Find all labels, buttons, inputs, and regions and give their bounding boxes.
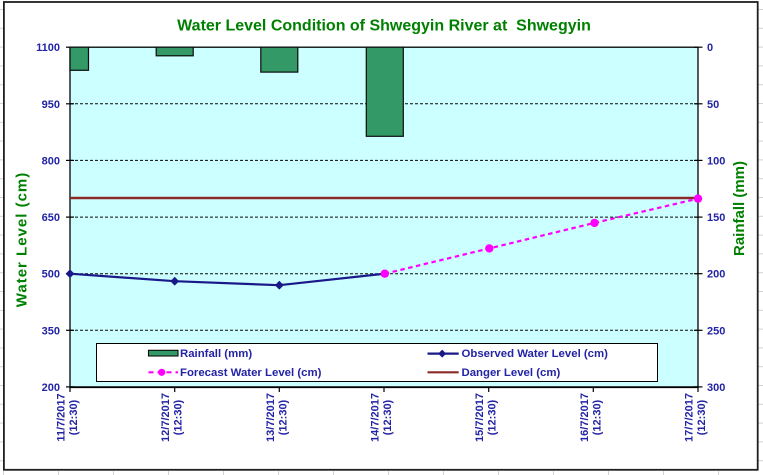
svg-text:650: 650 xyxy=(42,212,60,224)
svg-text:0: 0 xyxy=(707,42,713,54)
svg-text:800: 800 xyxy=(42,155,60,167)
svg-text:300: 300 xyxy=(707,382,725,394)
svg-text:13/7/2017: 13/7/2017 xyxy=(265,393,277,442)
svg-text:500: 500 xyxy=(42,269,60,281)
svg-text:950: 950 xyxy=(42,99,60,111)
svg-text:Water Level (cm): Water Level (cm) xyxy=(14,172,31,307)
svg-text:250: 250 xyxy=(707,325,725,337)
svg-text:17/7/2017: 17/7/2017 xyxy=(684,393,696,442)
svg-text:(12:30): (12:30) xyxy=(591,399,603,435)
svg-text:50: 50 xyxy=(707,99,719,111)
svg-text:1100: 1100 xyxy=(36,42,60,54)
svg-text:11/7/2017: 11/7/2017 xyxy=(56,393,68,441)
svg-text:Observed Water Level (cm): Observed Water Level (cm) xyxy=(462,348,609,360)
svg-text:200: 200 xyxy=(42,382,60,394)
svg-text:14/7/2017: 14/7/2017 xyxy=(370,393,382,442)
svg-text:150: 150 xyxy=(707,212,725,224)
svg-text:100: 100 xyxy=(707,155,725,167)
svg-text:(12:30): (12:30) xyxy=(277,399,289,435)
svg-text:12/7/2017: 12/7/2017 xyxy=(160,393,172,442)
svg-text:Rainfall (mm): Rainfall (mm) xyxy=(180,348,252,360)
svg-text:(12:30): (12:30) xyxy=(696,399,708,435)
svg-text:350: 350 xyxy=(42,325,60,337)
svg-text:(12:30): (12:30) xyxy=(382,399,394,435)
svg-text:Water Level Condition of Shweg: Water Level Condition of Shwegyin River … xyxy=(177,18,591,35)
svg-text:(12:30): (12:30) xyxy=(173,399,185,435)
svg-text:(12:30): (12:30) xyxy=(68,399,80,435)
svg-text:16/7/2017: 16/7/2017 xyxy=(579,393,591,442)
svg-text:Danger Level (cm): Danger Level (cm) xyxy=(462,367,561,379)
svg-text:Forecast Water Level (cm): Forecast Water Level (cm) xyxy=(180,367,322,379)
svg-text:15/7/2017: 15/7/2017 xyxy=(474,393,486,442)
svg-text:Rainfall (mm): Rainfall (mm) xyxy=(731,161,748,256)
svg-text:200: 200 xyxy=(707,269,725,281)
svg-text:(12:30): (12:30) xyxy=(487,399,499,435)
